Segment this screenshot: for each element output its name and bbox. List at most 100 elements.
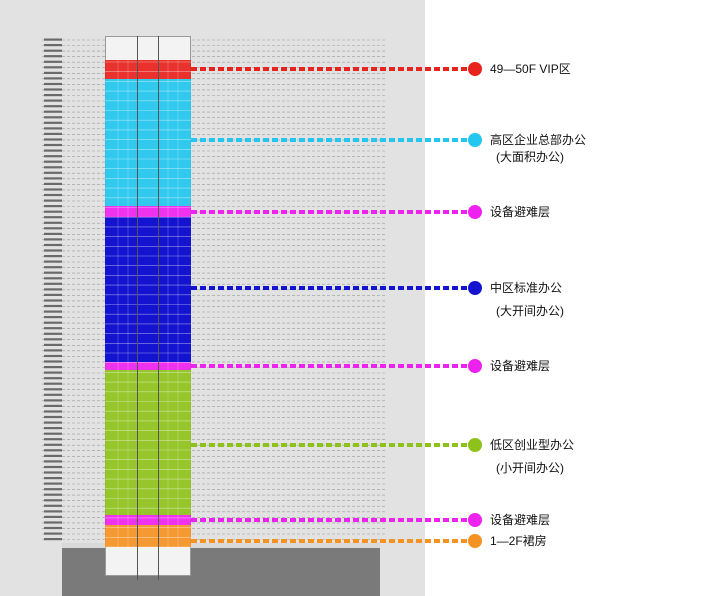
- level-tag: [44, 432, 62, 435]
- level-tag: [44, 338, 62, 341]
- level-tag: [44, 327, 62, 330]
- level-tag: [44, 205, 62, 208]
- level-tag: [44, 277, 62, 280]
- level-tag: [44, 304, 62, 308]
- level-tag: [44, 227, 62, 230]
- level-tag: [44, 94, 62, 97]
- level-tag: [44, 377, 62, 380]
- level-tag: [44, 310, 62, 313]
- level-tag: [44, 243, 62, 247]
- level-tag: [44, 138, 62, 141]
- zone-label-refuge-2: 设备避难层: [490, 359, 551, 373]
- level-tag: [44, 532, 62, 535]
- zone-refuge-block-3: [105, 515, 191, 525]
- legend-dot-refuge-1: [468, 205, 482, 219]
- level-tag: [44, 343, 62, 346]
- level-tag: [44, 88, 62, 91]
- zone-sublabel-low: (小开间办公): [496, 461, 564, 475]
- level-tag: [44, 526, 62, 530]
- level-tag: [44, 177, 62, 180]
- level-tag: [44, 438, 62, 441]
- zone-label-podium: 1—2F裙房: [490, 534, 547, 548]
- level-tag: [44, 99, 62, 102]
- level-tag: [44, 399, 62, 402]
- level-tag: [44, 388, 62, 391]
- zone-mid-block: [105, 217, 191, 362]
- level-tag: [44, 77, 62, 80]
- legend-dot-podium: [468, 534, 482, 548]
- level-tag: [44, 60, 62, 63]
- zone-label-vip: 49—50F VIP区: [490, 62, 571, 76]
- podium-roof: [62, 543, 380, 549]
- level-tag: [44, 55, 62, 58]
- level-tag: [44, 260, 62, 263]
- connector-low: [191, 443, 468, 447]
- level-tag: [44, 171, 62, 174]
- level-tag: [44, 82, 62, 86]
- level-tag: [44, 66, 62, 69]
- level-tag: [44, 188, 62, 191]
- level-tag: [44, 488, 62, 491]
- zone-sublabel-mid: (大开间办公): [496, 304, 564, 318]
- legend-dot-high: [468, 133, 482, 147]
- level-tag: [44, 155, 62, 158]
- level-tag: [44, 232, 62, 235]
- level-tag: [44, 193, 62, 197]
- level-tag: [44, 105, 62, 108]
- zone-label-low: 低区创业型办公: [490, 438, 575, 452]
- level-tag: [44, 427, 62, 430]
- level-tag: [44, 255, 62, 258]
- zone-label-high: 高区企业总部办公: [490, 133, 587, 147]
- connector-refuge-3: [191, 518, 468, 522]
- level-tag: [44, 493, 62, 496]
- level-tag: [44, 288, 62, 291]
- zone-podium-block: [105, 525, 191, 547]
- level-tag: [44, 132, 62, 135]
- level-tag: [44, 316, 62, 319]
- level-tag: [44, 510, 62, 513]
- level-tag: [44, 116, 62, 119]
- level-tag: [44, 160, 62, 163]
- connector-mid: [191, 286, 468, 290]
- level-tag: [44, 393, 62, 396]
- level-tag: [44, 71, 62, 74]
- connector-refuge-1: [191, 210, 468, 214]
- level-tag: [44, 110, 62, 113]
- level-tag: [44, 143, 62, 147]
- level-tag: [44, 149, 62, 152]
- level-tag: [44, 465, 62, 469]
- level-tag: [44, 221, 62, 224]
- level-tag: [44, 415, 62, 419]
- level-tag: [44, 360, 62, 363]
- level-tag: [44, 127, 62, 130]
- core-shaft: [137, 36, 159, 580]
- legend-dot-vip: [468, 62, 482, 76]
- level-tag: [44, 38, 62, 41]
- level-tag: [44, 321, 62, 324]
- level-tag: [44, 482, 62, 485]
- floor-lines: [42, 38, 385, 541]
- level-tag: [44, 293, 62, 296]
- level-tag: [44, 249, 62, 252]
- level-tag: [44, 504, 62, 507]
- zone-label-refuge-1: 设备避难层: [490, 205, 551, 219]
- zone-refuge-block-1: [105, 206, 191, 217]
- level-tag: [44, 121, 62, 124]
- zone-sublabel-high: (大面积办公): [496, 150, 564, 164]
- level-tag: [44, 521, 62, 524]
- connector-podium: [191, 539, 468, 543]
- level-tag: [44, 299, 62, 302]
- legend-dot-refuge-3: [468, 513, 482, 527]
- section-drawing-panel: [0, 0, 425, 596]
- connector-high: [191, 138, 468, 142]
- level-tag: [44, 410, 62, 413]
- level-tag: [44, 349, 62, 352]
- zone-label-mid: 中区标准办公: [490, 281, 563, 295]
- level-tag: [44, 199, 62, 202]
- level-tag: [44, 499, 62, 502]
- level-tag: [44, 354, 62, 358]
- level-tag: [44, 471, 62, 474]
- level-tag: [44, 166, 62, 169]
